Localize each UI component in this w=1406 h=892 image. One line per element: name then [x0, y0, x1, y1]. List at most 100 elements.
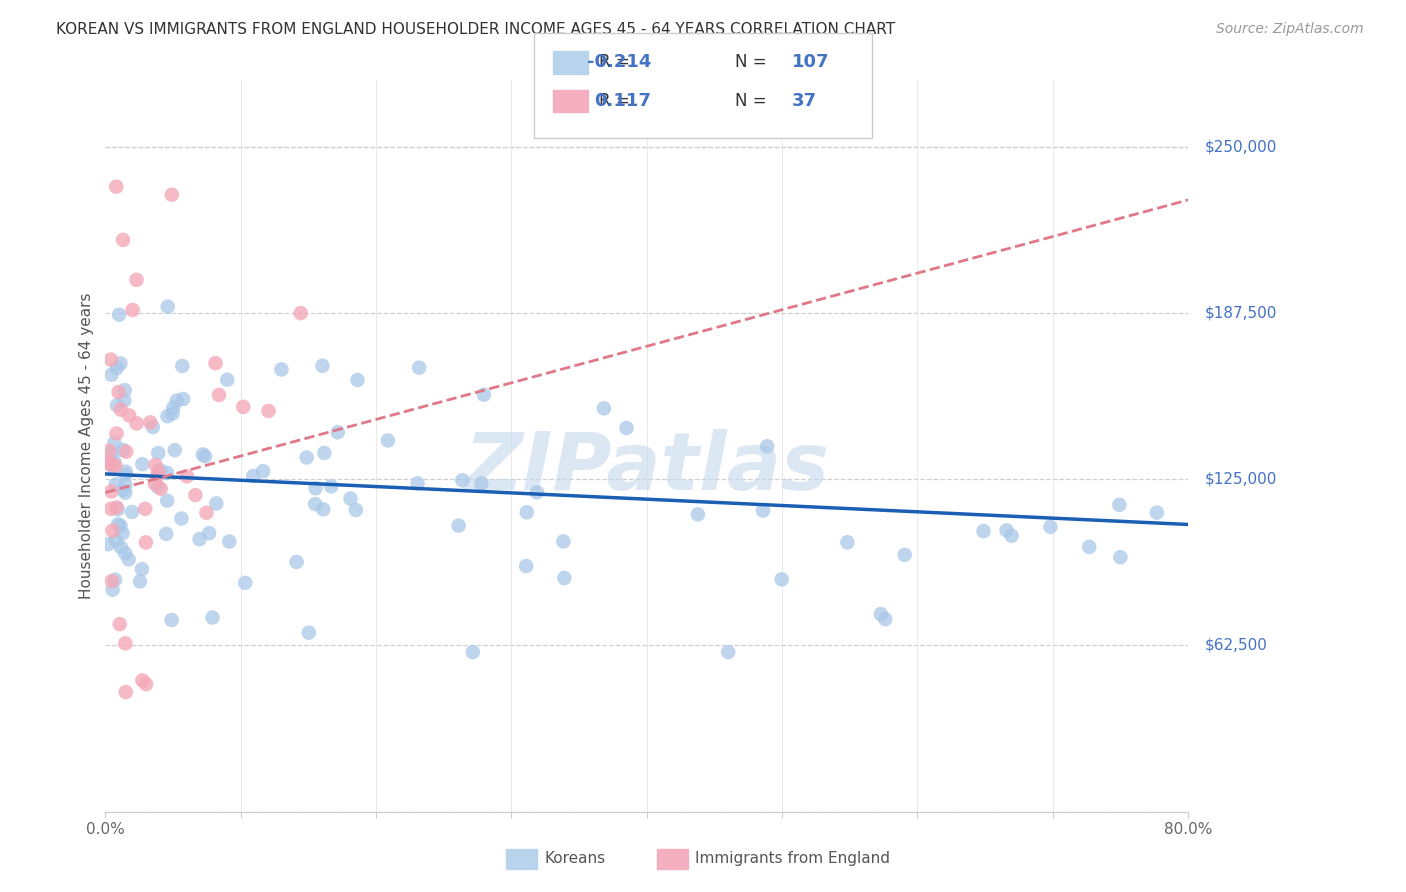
- Point: [295, 450, 318, 465]
- Point: [1078, 540, 1101, 554]
- Point: [184, 488, 207, 502]
- Point: [103, 455, 125, 469]
- Point: [312, 502, 335, 516]
- Point: [232, 400, 254, 414]
- Point: [121, 302, 143, 317]
- Point: [155, 527, 177, 541]
- Point: [875, 612, 897, 626]
- Point: [129, 574, 152, 589]
- Point: [346, 373, 368, 387]
- Y-axis label: Householder Income Ages 45 - 64 years: Householder Income Ages 45 - 64 years: [79, 293, 94, 599]
- Point: [406, 476, 429, 491]
- Point: [105, 426, 128, 441]
- Point: [148, 465, 170, 479]
- Point: [377, 434, 399, 448]
- Point: [156, 466, 179, 480]
- Point: [115, 444, 138, 458]
- Point: [107, 517, 129, 532]
- Point: [1001, 529, 1024, 543]
- Point: [97, 537, 120, 551]
- Point: [995, 524, 1018, 538]
- Text: $187,500: $187,500: [1205, 306, 1277, 320]
- Point: [105, 360, 128, 375]
- Point: [100, 484, 122, 499]
- Point: [770, 572, 793, 586]
- Point: [344, 503, 367, 517]
- Point: [176, 469, 198, 483]
- Point: [461, 645, 484, 659]
- Point: [752, 503, 775, 517]
- Point: [111, 526, 134, 541]
- Point: [973, 524, 995, 538]
- Point: [218, 534, 240, 549]
- Point: [114, 478, 136, 492]
- Point: [321, 479, 343, 493]
- Point: [135, 535, 157, 549]
- Point: [162, 401, 184, 415]
- Point: [110, 518, 132, 533]
- Point: [526, 485, 548, 500]
- Point: [103, 436, 125, 450]
- Point: [112, 233, 135, 247]
- Point: [191, 447, 214, 461]
- Text: $62,500: $62,500: [1205, 638, 1268, 653]
- Point: [339, 491, 361, 506]
- Point: [470, 476, 492, 491]
- Point: [156, 300, 179, 314]
- Point: [104, 573, 127, 587]
- Point: [516, 505, 538, 519]
- Point: [107, 502, 129, 516]
- Point: [1108, 498, 1130, 512]
- Text: KOREAN VS IMMIGRANTS FROM ENGLAND HOUSEHOLDER INCOME AGES 45 - 64 YEARS CORRELAT: KOREAN VS IMMIGRANTS FROM ENGLAND HOUSEH…: [56, 22, 896, 37]
- Point: [142, 420, 165, 434]
- Point: [143, 476, 166, 491]
- Point: [100, 501, 122, 516]
- Point: [472, 388, 495, 402]
- Point: [1039, 520, 1062, 534]
- Point: [97, 455, 120, 469]
- Point: [112, 483, 135, 497]
- Text: 107: 107: [792, 54, 830, 71]
- Point: [100, 352, 122, 367]
- Point: [131, 562, 153, 576]
- Point: [616, 421, 638, 435]
- Text: R =: R =: [599, 92, 630, 110]
- Point: [105, 398, 128, 412]
- Point: [114, 467, 136, 482]
- Point: [290, 306, 312, 320]
- Point: [201, 610, 224, 624]
- Point: [170, 511, 193, 525]
- Point: [553, 571, 575, 585]
- Point: [105, 179, 128, 194]
- Point: [131, 457, 153, 471]
- Point: [149, 463, 172, 477]
- Point: [98, 443, 121, 458]
- Point: [104, 458, 127, 473]
- Point: [172, 359, 194, 373]
- Point: [110, 356, 132, 370]
- Text: Immigrants from England: Immigrants from England: [695, 851, 890, 865]
- Point: [233, 575, 256, 590]
- Point: [194, 450, 217, 464]
- Point: [893, 548, 915, 562]
- Point: [756, 439, 779, 453]
- Point: [298, 625, 321, 640]
- Point: [149, 482, 172, 496]
- Point: [204, 356, 226, 370]
- Point: [304, 497, 326, 511]
- Point: [198, 526, 221, 541]
- Point: [114, 383, 136, 397]
- Point: [100, 446, 122, 460]
- Point: [146, 480, 169, 494]
- Point: [125, 273, 148, 287]
- Point: [105, 533, 128, 548]
- Point: [121, 505, 143, 519]
- Point: [515, 559, 537, 574]
- Text: 37: 37: [792, 92, 817, 110]
- Point: [208, 388, 231, 402]
- Point: [114, 636, 136, 650]
- Point: [148, 446, 170, 460]
- Point: [593, 401, 616, 416]
- Point: [195, 506, 218, 520]
- Point: [108, 617, 131, 632]
